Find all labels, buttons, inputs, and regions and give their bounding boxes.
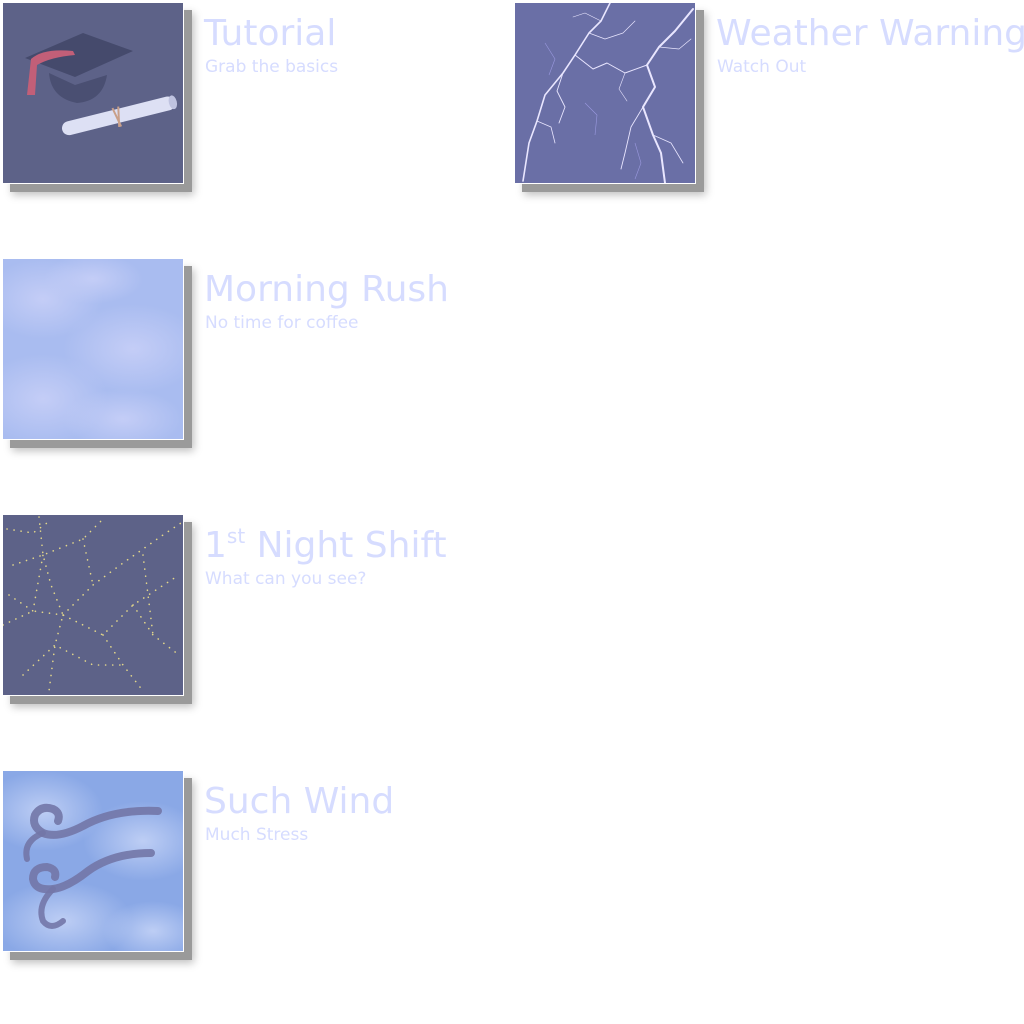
level-title: Such Wind xyxy=(204,781,395,822)
level-card-tutorial[interactable]: Tutorial Grab the basics xyxy=(0,0,500,200)
level-thumbnail-night-shift[interactable] xyxy=(2,514,184,696)
level-title-text: Night Shift xyxy=(245,525,447,566)
level-subtitle: Grab the basics xyxy=(205,57,339,77)
level-card-morning-rush[interactable]: Morning Rush No time for coffee xyxy=(0,256,500,456)
level-title-ordinal: st xyxy=(226,524,246,548)
lightning-icon xyxy=(515,3,695,183)
level-title: Tutorial xyxy=(204,13,337,54)
level-subtitle: What can you see? xyxy=(205,569,367,589)
level-card-night-shift[interactable]: 1st Night Shift What can you see? xyxy=(0,512,500,712)
level-card-weather-warning[interactable]: Weather Warning Watch Out xyxy=(512,0,1024,200)
level-thumbnail-morning-rush[interactable] xyxy=(2,258,184,440)
level-title: Morning Rush xyxy=(204,269,449,310)
level-subtitle: No time for coffee xyxy=(205,313,359,333)
city-lights-icon xyxy=(3,515,183,695)
clouds-icon xyxy=(3,259,183,439)
level-title: Weather Warning xyxy=(716,13,1024,54)
graduation-cap-diploma-icon xyxy=(3,3,183,183)
level-title-number: 1 xyxy=(204,525,227,566)
level-subtitle: Watch Out xyxy=(717,57,807,77)
level-thumbnail-such-wind[interactable] xyxy=(2,770,184,952)
level-card-such-wind[interactable]: Such Wind Much Stress xyxy=(0,768,500,968)
level-thumbnail-weather-warning[interactable] xyxy=(514,2,696,184)
level-subtitle: Much Stress xyxy=(205,825,309,845)
level-title: 1st Night Shift xyxy=(204,524,447,568)
level-thumbnail-tutorial[interactable] xyxy=(2,2,184,184)
wind-icon xyxy=(3,771,183,951)
